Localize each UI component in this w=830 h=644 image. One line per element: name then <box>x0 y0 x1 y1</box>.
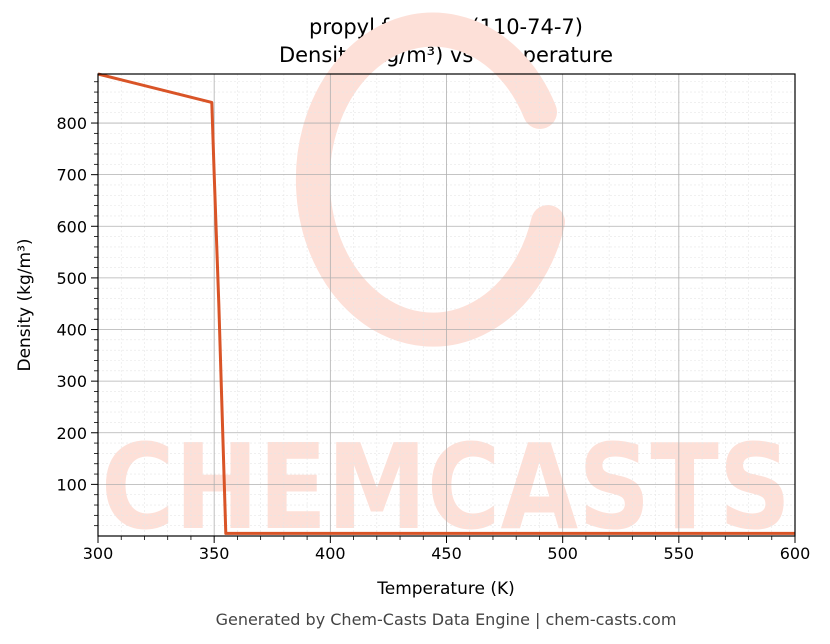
y-tick-label: 400 <box>56 321 87 340</box>
y-tick-label: 100 <box>56 475 87 494</box>
chemcasts-watermark: CHEMCASTS <box>101 12 791 556</box>
density-series-line <box>97 72 795 535</box>
y-tick-label: 300 <box>56 372 87 391</box>
watermark-logo-ring <box>295 12 565 347</box>
series-layer <box>97 72 795 535</box>
x-tick-label: 400 <box>315 544 346 563</box>
x-axis-label: Temperature (K) <box>376 579 515 599</box>
y-tick-label: 700 <box>56 166 87 185</box>
y-axis-ticks: 100 200 300 400 500 600 700 800 <box>56 81 98 527</box>
x-tick-label: 300 <box>83 544 114 563</box>
x-tick-label: 550 <box>664 544 695 563</box>
x-tick-label: 350 <box>199 544 230 563</box>
x-axis-ticks: 300 350 400 450 500 550 600 <box>83 536 811 563</box>
y-axis-label: Density (kg/m³) <box>15 238 35 371</box>
x-tick-label: 450 <box>431 544 462 563</box>
y-tick-label: 600 <box>56 217 87 236</box>
x-tick-label: 500 <box>547 544 578 563</box>
y-tick-label: 500 <box>56 269 87 288</box>
y-tick-label: 200 <box>56 424 87 443</box>
x-tick-label: 600 <box>780 544 811 563</box>
footer-credit: Generated by Chem-Casts Data Engine | ch… <box>216 610 677 629</box>
y-tick-label: 800 <box>56 114 87 133</box>
watermark-text: CHEMCASTS <box>101 418 791 556</box>
